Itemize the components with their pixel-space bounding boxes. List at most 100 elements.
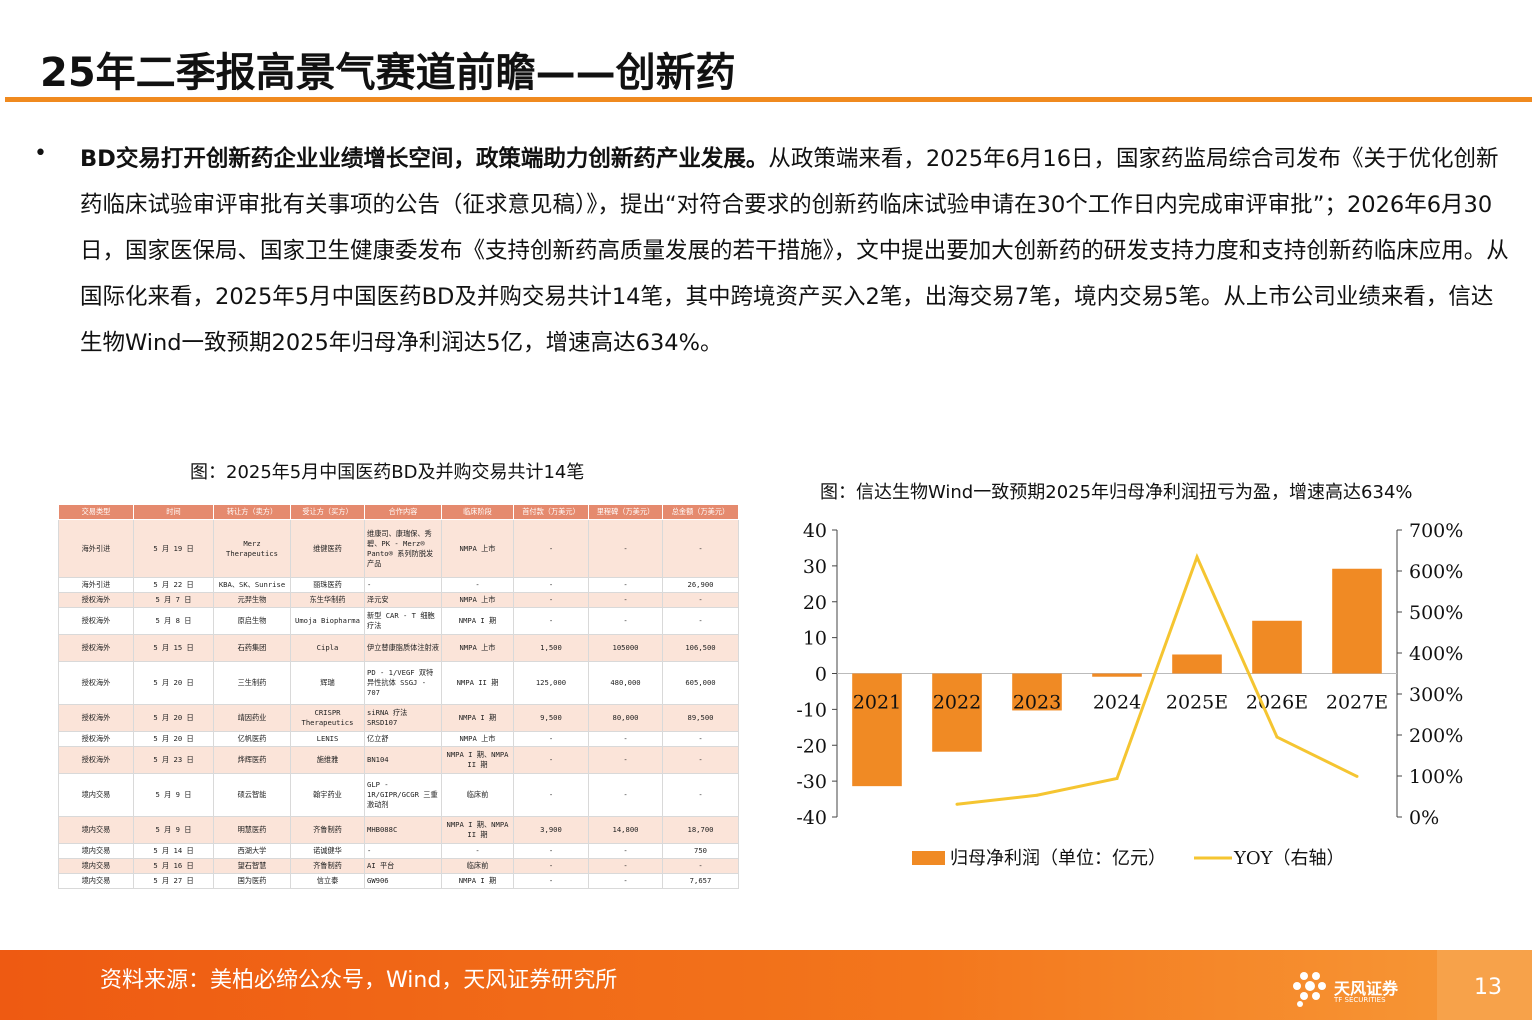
summary-body: 从政策端来看，2025年6月16日，国家药监局综合司发布《关于优化创新药临床试验… [80,146,1509,356]
tf-securities-logo-icon [1293,972,1326,1007]
col-header: 时间 [133,504,214,520]
table-cell: - [513,607,589,635]
col-header: 里程碑（万美元） [588,504,663,520]
table-cell: 靖因药业 [213,704,291,732]
table-cell: 授权海外 [58,704,134,732]
right-tick-label: 100% [1409,766,1463,788]
table-row: 境内交易 5 月 9 日硕云智能 翰宇药业 GLP - 1R/GIPR/GCGR 三重… [58,773,739,817]
logo-text: 天风证券 [1334,979,1399,998]
table-cell: NMPA 上市 [441,731,514,747]
col-header: 交易类型 [58,504,134,520]
category-label: 2026E [1246,692,1308,714]
table-row: 境内交易 5 月 16 日望石智慧 齐鲁制药 AI 平台 临床前 - - - [58,858,739,874]
yoy-point [1195,555,1199,559]
right-tick-label: 200% [1409,725,1463,747]
table-row: 海外引进 5 月 22 日 KBA、SK、Sunrise 丽珠医药 - - - -26,900 [58,577,739,593]
table-row: 授权海外 5 月 20 日三生制药 辉瑞 PD - 1/VEGF 双特异性抗体 SSG… [58,661,739,705]
table-cell: - [513,843,589,859]
page-title: 25年二季报高景气赛道前瞻——创新药 [40,50,736,96]
table-cell: 诺诚健华 [290,843,365,859]
profit-yoy-chart: 40 30 20 10 0 -10 -20 -30 -40 700% 600% 500% 400% 300… [796,520,1463,869]
profit-bar [1172,654,1222,674]
table-cell: PD - 1/VEGF 双特异性抗体 SSGJ - 707 [364,661,442,705]
table-cell: 维康司、康瑞保、秀碧、PK - Merz® Panto® 系列防脱发产品 [364,519,442,578]
table-cell: 境内交易 [58,843,134,859]
title-underline [5,97,1532,102]
yoy-line [956,553,1358,806]
table-cell: CRISPR Therapeutics [290,704,365,732]
left-tick-label: 20 [803,592,827,614]
table-cell: - [364,843,442,859]
table-cell: 硕云智能 [213,773,291,817]
table-cell: - [662,607,739,635]
left-tick-label: 40 [803,520,827,542]
table-cell: - [513,731,589,747]
table-cell: 5 月 15 日 [133,634,214,662]
category-label: 2024 [1093,692,1141,714]
table-cell: 605,000 [662,661,739,705]
table-row: 授权海外 5 月 23 日烨辉医药 施维雅 BN104 NMPA I 期、NMPA II… [58,746,739,774]
table-cell: siRNA 疗法 SRSD107 [364,704,442,732]
yoy-point [1115,776,1119,780]
profit-bar [1252,620,1302,674]
table-cell: MHB088C [364,816,442,844]
table-cell: 临床前 [441,858,514,874]
table-cell: - [513,592,589,608]
right-tick-label: 600% [1409,561,1463,583]
table-cell: - [513,577,589,593]
table-cell: - [513,858,589,874]
bd-deals-table: 交易类型 时间 转让方（卖方） 受让方（买方） 合作内容 临床阶段 首付款（万美… [58,504,739,889]
table-cell: 信立泰 [290,873,365,889]
table-cell: 海外引进 [58,577,134,593]
table-cell: 齐鲁制药 [290,816,365,844]
table-row: 授权海外 5 月 7 日元羿生物 东生华制药 泽元安 NMPA 上市 - - - [58,592,739,608]
table-cell: 石药集团 [213,634,291,662]
table-cell: 原启生物 [213,607,291,635]
table-cell: - [662,519,739,578]
table-cell: - [513,773,589,817]
table-cell: - [513,746,589,774]
table-cell: 5 月 8 日 [133,607,214,635]
summary-lead: BD交易打开创新药企业业绩增长空间，政策端助力创新药产业发展。 [80,146,769,172]
table-cell: 5 月 20 日 [133,731,214,747]
table-cell: 亿帆医药 [213,731,291,747]
left-tick-label: -30 [796,771,827,793]
table-cell: - [588,731,663,747]
table-cell: 境内交易 [58,816,134,844]
source-note: 资料来源：美柏必缔公众号，Wind，天风证券研究所 [100,968,618,993]
table-cell: - [364,577,442,593]
table-cell: 国为医药 [213,873,291,889]
table-cell: 泽元安 [364,592,442,608]
bullet-marker: • [34,141,47,166]
table-cell: - [662,773,739,817]
right-tick-label: 700% [1409,520,1463,542]
table-cell: 5 月 14 日 [133,843,214,859]
table-row: 授权海外 5 月 20 日靖因药业 CRISPR Therapeutics siRNA… [58,704,739,732]
table-cell: 125,000 [513,661,589,705]
col-header: 临床阶段 [441,504,514,520]
table-header-row: 交易类型 时间 转让方（卖方） 受让方（买方） 合作内容 临床阶段 首付款（万美… [58,504,739,520]
table-cell: 授权海外 [58,661,134,705]
table-cell: 5 月 19 日 [133,519,214,578]
table-cell: 境内交易 [58,858,134,874]
col-header: 首付款（万美元） [513,504,589,520]
page-number: 13 [1474,975,1502,1000]
chart-caption: 图：信达生物Wind一致预期2025年归母净利润扭亏为盈，增速高达634% [820,482,1413,503]
table-cell: 105000 [588,634,663,662]
left-tick-label: 30 [803,556,827,578]
table-cell: 106,500 [662,634,739,662]
table-cell: NMPA I 期、NMPA II 期 [441,816,514,844]
footer-bar [0,950,1532,1020]
category-label: 2025E [1166,692,1228,714]
table-cell: 新型 CAR - T 细胞疗法 [364,607,442,635]
category-label: 2027E [1326,692,1388,714]
category-label: 2023 [1013,692,1061,714]
table-cell: 临床前 [441,773,514,817]
profit-bar [932,673,982,752]
table-cell: - [441,843,514,859]
yoy-point [1275,735,1279,739]
right-tick-label: 400% [1409,643,1463,665]
table-cell: 授权海外 [58,731,134,747]
table-cell: 5 月 7 日 [133,592,214,608]
yoy-point [1035,793,1039,797]
